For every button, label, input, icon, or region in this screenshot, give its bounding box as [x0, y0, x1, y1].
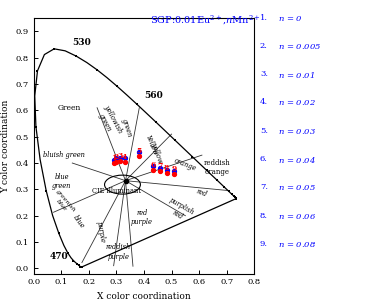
Text: 6.: 6. — [260, 155, 268, 163]
Text: 560: 560 — [144, 91, 163, 100]
Y-axis label: Y color coordination: Y color coordination — [1, 99, 10, 193]
Text: red: red — [194, 188, 208, 199]
Text: $n$ = 0.08: $n$ = 0.08 — [278, 240, 316, 249]
Text: purplish
red: purplish red — [163, 197, 196, 225]
X-axis label: X color coordination: X color coordination — [97, 292, 191, 301]
Text: $n$ = 0.03: $n$ = 0.03 — [278, 127, 316, 136]
Text: red
purple: red purple — [131, 209, 153, 226]
Text: bluish green: bluish green — [43, 151, 85, 159]
Text: Yellow: Yellow — [144, 134, 159, 157]
Text: $n$ = 0.01: $n$ = 0.01 — [278, 70, 315, 80]
Text: 8.: 8. — [260, 212, 268, 219]
Text: 530: 530 — [73, 38, 91, 47]
Text: 8: 8 — [164, 164, 169, 172]
Text: 3.: 3. — [260, 70, 268, 78]
Text: 6: 6 — [150, 161, 156, 168]
Text: purple: purple — [95, 220, 106, 244]
Text: $n$ = 0: $n$ = 0 — [278, 14, 303, 23]
Text: SGP:0.01Eu$^{2+}$,$n$Mn$^{2+}$: SGP:0.01Eu$^{2+}$,$n$Mn$^{2+}$ — [150, 14, 260, 27]
Text: reddish
purple: reddish purple — [106, 244, 131, 261]
Text: 470: 470 — [49, 252, 68, 261]
Text: $n$ = 0.06: $n$ = 0.06 — [278, 212, 316, 221]
Text: $n$ = 0.005: $n$ = 0.005 — [278, 42, 321, 51]
Text: 1.: 1. — [260, 14, 268, 22]
Text: greenish
blue: greenish blue — [50, 189, 76, 217]
Text: 1: 1 — [111, 154, 116, 162]
Text: blue: blue — [71, 213, 86, 230]
Text: orange: orange — [172, 156, 197, 172]
Text: reddish
orange: reddish orange — [204, 159, 230, 176]
Text: 9.: 9. — [260, 240, 268, 248]
Text: 4: 4 — [122, 153, 128, 161]
Text: 5.: 5. — [260, 127, 268, 135]
Text: 7.: 7. — [260, 183, 268, 191]
Text: 9: 9 — [172, 165, 177, 173]
Text: 4.: 4. — [260, 98, 268, 106]
Text: 5: 5 — [137, 147, 142, 155]
Text: 2: 2 — [114, 153, 119, 161]
Text: $n$ = 0.02: $n$ = 0.02 — [278, 98, 316, 108]
Text: Green: Green — [58, 104, 81, 112]
Text: green: green — [120, 117, 134, 138]
Text: yellow: yellow — [150, 142, 165, 164]
Text: 3: 3 — [117, 152, 122, 160]
Text: $n$ = 0.05: $n$ = 0.05 — [278, 183, 316, 192]
Text: $n$ = 0.04: $n$ = 0.04 — [278, 155, 316, 165]
Text: 7: 7 — [157, 162, 162, 171]
Text: blue
green: blue green — [52, 173, 71, 190]
Text: yellowish
green: yellowish green — [94, 103, 124, 139]
Text: 2.: 2. — [260, 42, 268, 50]
Text: CIE illuminant: CIE illuminant — [92, 187, 141, 195]
